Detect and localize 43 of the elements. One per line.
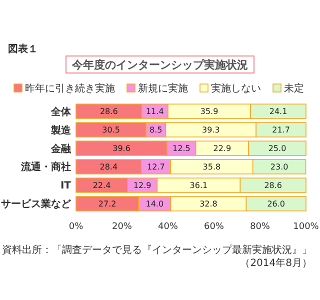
text: 資料出所：「調査データで見る『インターンシップ最新実施状況』」（2014年8月） — [2, 244, 312, 269]
data-label: 36.1 — [190, 181, 208, 190]
chart-title: 今年度のインターンシップ実施状況 — [71, 58, 248, 72]
data-label: 21.7 — [272, 126, 290, 135]
y-tick-label: 金融 — [50, 142, 72, 155]
legend-label: 未定 — [284, 82, 304, 94]
x-tick-label: 60% — [204, 222, 224, 232]
x-tick-label: 40% — [158, 222, 178, 232]
legend-label: 新規に実施 — [138, 82, 188, 94]
data-label: 28.4 — [100, 162, 118, 172]
data-label: 14.0 — [146, 200, 164, 209]
x-tick-label: 20% — [112, 222, 132, 232]
y-tick-label: 製造 — [50, 124, 72, 136]
data-label: 25.0 — [268, 144, 286, 154]
data-label: 27.2 — [98, 200, 116, 209]
y-tick-label: サービス業など — [1, 198, 72, 210]
x-tick-label: 0% — [68, 222, 84, 232]
x-tick-label: 80% — [250, 222, 270, 232]
data-label: 30.5 — [102, 126, 120, 135]
data-label: 12.7 — [147, 162, 165, 172]
data-label: 23.0 — [270, 162, 288, 172]
data-label: 28.6 — [100, 107, 118, 116]
data-label: 39.6 — [112, 144, 130, 154]
legend-label: 昨年に引き続き実施 — [25, 82, 115, 94]
text: 図表１ — [8, 43, 38, 55]
y-tick-label: 全体 — [50, 106, 72, 118]
legend-label: 実施しない — [211, 82, 261, 94]
y-tick-label: 流通・商社 — [20, 161, 71, 174]
data-label: 32.8 — [200, 200, 218, 209]
data-label: 39.3 — [202, 126, 220, 135]
data-label: 22.9 — [213, 144, 232, 154]
data-label: 12.5 — [172, 144, 190, 154]
x-tick-label: 100% — [293, 222, 320, 232]
y-tick-label: IT — [60, 180, 72, 192]
data-label: 12.9 — [133, 181, 152, 190]
data-label: 22.4 — [92, 181, 111, 190]
data-label: 24.1 — [269, 107, 288, 116]
data-label: 11.4 — [146, 107, 164, 116]
data-label: 8.5 — [150, 126, 162, 135]
data-label: 26.0 — [267, 200, 286, 209]
data-label: 28.6 — [264, 181, 282, 190]
data-label: 35.9 — [200, 107, 218, 116]
data-label: 35.8 — [202, 162, 221, 172]
